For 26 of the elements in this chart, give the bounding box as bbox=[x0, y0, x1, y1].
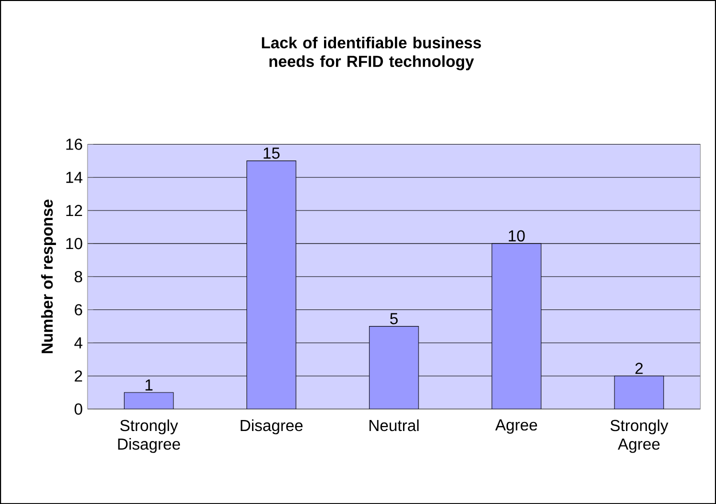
bar bbox=[614, 376, 664, 409]
x-tick-label: Neutral bbox=[370, 419, 419, 432]
chart-title: Lack of identifiable business needs for RFID technology bbox=[262, 36, 481, 70]
bar bbox=[124, 392, 174, 409]
bar bbox=[492, 243, 542, 409]
data-label: 1 bbox=[146, 379, 152, 390]
y-tick-label: 2 bbox=[74, 370, 82, 382]
y-tick-label: 16 bbox=[66, 138, 82, 150]
bar bbox=[246, 160, 296, 409]
y-axis-title: Number of response bbox=[41, 200, 56, 354]
x-tick-label: Disagree bbox=[240, 419, 303, 434]
y-tick-label: 12 bbox=[66, 204, 82, 216]
data-label: 10 bbox=[508, 230, 525, 242]
y-tick-label: 6 bbox=[74, 304, 82, 316]
bar bbox=[369, 326, 419, 409]
y-tick-label: 4 bbox=[74, 337, 82, 348]
x-tick-label: Agree bbox=[495, 419, 538, 434]
x-tick-label: Strongly Agree bbox=[610, 419, 668, 453]
y-tick-label: 10 bbox=[66, 238, 82, 250]
data-label: 15 bbox=[264, 148, 280, 159]
data-label: 2 bbox=[635, 362, 643, 374]
x-tick-label: Strongly Disagree bbox=[118, 419, 180, 453]
y-tick-label: 14 bbox=[66, 172, 82, 183]
y-tick-label: 0 bbox=[74, 403, 82, 415]
y-tick-label: 8 bbox=[74, 270, 82, 282]
data-label: 5 bbox=[390, 313, 398, 324]
